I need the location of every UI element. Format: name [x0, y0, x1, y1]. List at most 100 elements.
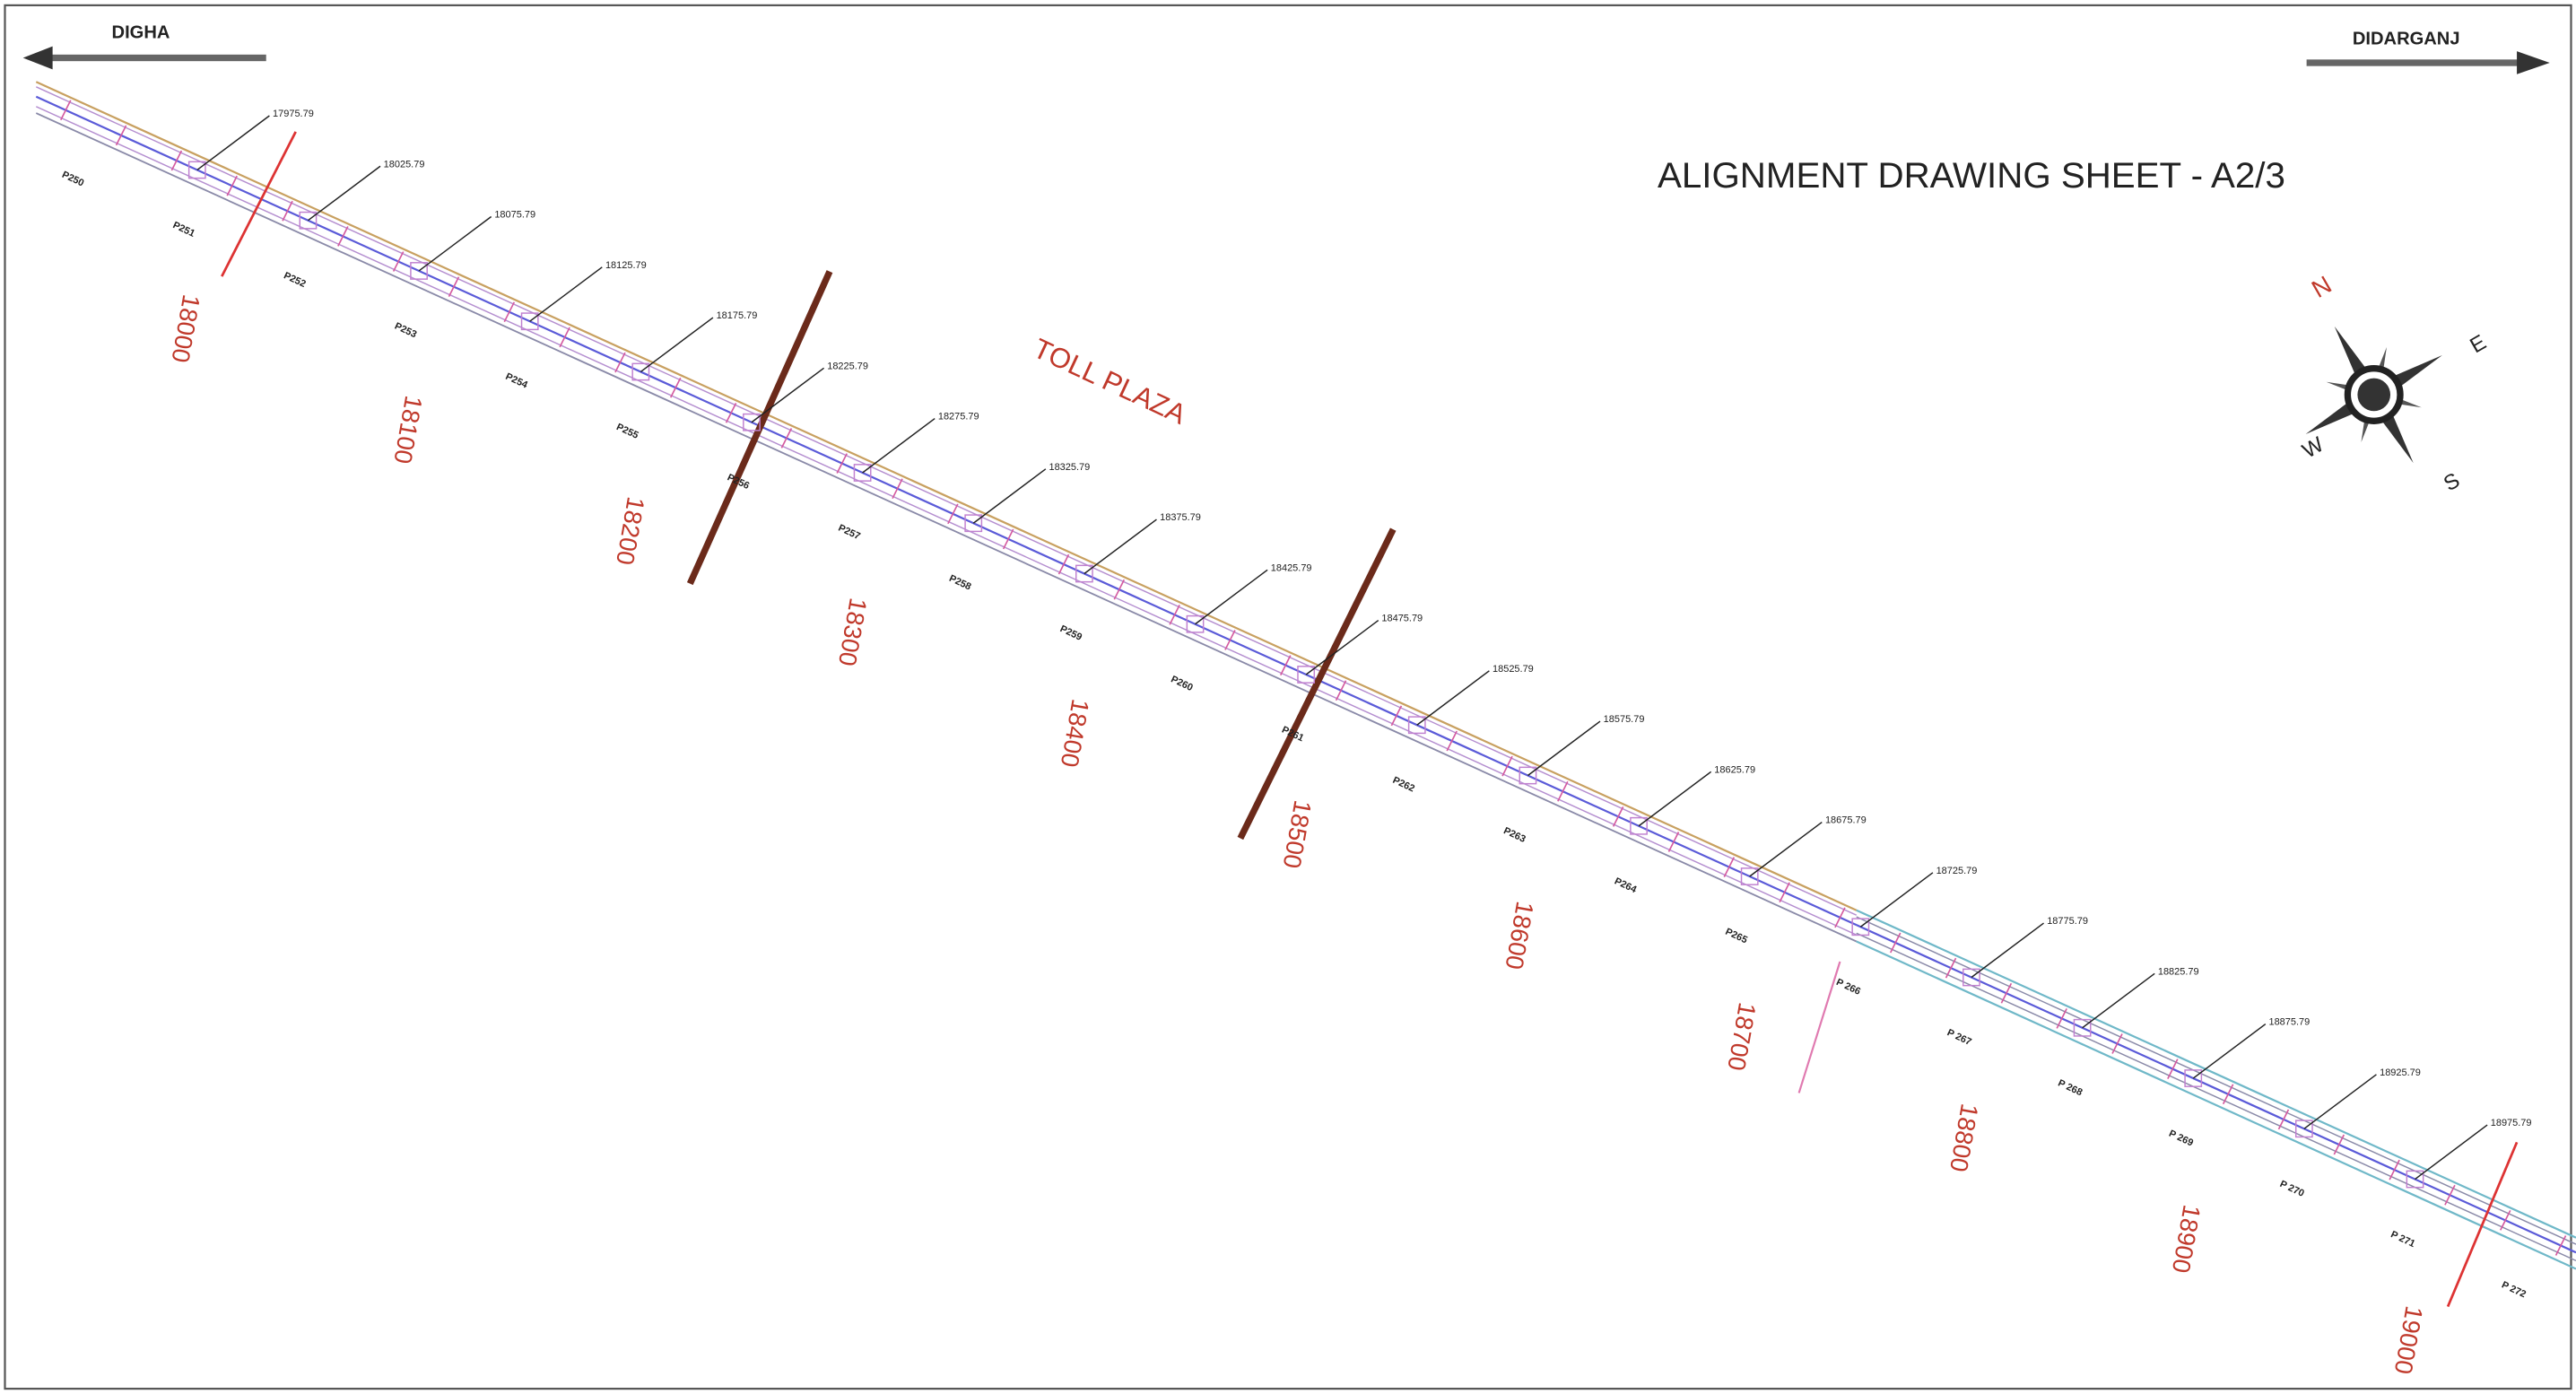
- chainage-label: 18575.79: [1604, 714, 1645, 725]
- pier-tick: [2278, 1110, 2288, 1129]
- pier-label: P250: [60, 170, 85, 189]
- chainage-label: 18375.79: [1160, 512, 1201, 523]
- road-edge: [1857, 925, 2576, 1252]
- chainage-leader: [1084, 519, 1157, 573]
- chainage-label: 18725.79: [1936, 866, 1978, 876]
- chainage-label: 18625.79: [1714, 764, 1755, 775]
- road-edge: [36, 97, 1856, 925]
- compass-east: E: [2466, 330, 2490, 358]
- chainage-leader: [1971, 923, 2044, 977]
- pier-tick: [1946, 958, 1956, 978]
- pier-tick: [1281, 656, 1291, 675]
- toll-plaza-end: [1240, 529, 1393, 838]
- pier-tick: [1780, 883, 1789, 902]
- pier-label: P257: [837, 523, 862, 543]
- road-edge: [36, 87, 1856, 915]
- pier-label: P 272: [2500, 1279, 2528, 1300]
- pier-label: P253: [393, 321, 418, 341]
- chainage-mark: 18800: [1945, 1102, 1984, 1174]
- chainage-label: 18075.79: [494, 210, 535, 221]
- pier-tick: [2001, 983, 2011, 1003]
- chainage-mark: 18000: [166, 292, 205, 365]
- left-arrow-shaft: [46, 55, 265, 61]
- chainage-leader: [863, 419, 936, 473]
- chainage-mark: 18400: [1056, 697, 1095, 770]
- compass-north: N: [2307, 270, 2337, 303]
- left-arrow-head: [23, 47, 53, 70]
- pier-tick: [1336, 681, 1346, 701]
- pier-tick: [1668, 832, 1678, 851]
- pier-label: P264: [1613, 876, 1639, 895]
- chainage-label: 18675.79: [1825, 815, 1867, 826]
- pier-tick: [671, 378, 681, 397]
- chainage-leader: [1750, 823, 1823, 876]
- section-line: [222, 132, 295, 276]
- pier-tick: [948, 504, 958, 524]
- road-edge: [1857, 933, 2576, 1260]
- road-edge: [36, 113, 1856, 941]
- pier-tick: [1558, 781, 1568, 801]
- chainage-leader: [2304, 1075, 2377, 1128]
- pier-label: P 267: [1945, 1027, 1973, 1048]
- right-arrow-head: [2517, 51, 2550, 74]
- pier-label: P254: [504, 371, 530, 391]
- chainage-label: 18425.79: [1271, 562, 1312, 573]
- chainage-mark: 18600: [1500, 900, 1539, 972]
- chainage-label: 18825.79: [2158, 966, 2199, 977]
- pier-tick: [1114, 579, 1124, 599]
- pier-tick: [1891, 933, 1901, 953]
- pier-tick: [1447, 731, 1457, 751]
- labels: 17975.7918025.7918075.7918125.7918175.79…: [60, 109, 2531, 1376]
- pier-tick: [2057, 1008, 2067, 1028]
- pier-tick: [892, 479, 902, 499]
- pier-tick: [338, 226, 348, 246]
- chainage-label: 18175.79: [717, 310, 758, 321]
- chainage-label: 17975.79: [273, 109, 314, 119]
- chainage-label: 18225.79: [827, 361, 868, 371]
- pier-tick: [171, 151, 181, 170]
- pier-label: P262: [1391, 775, 1416, 795]
- right-arrow-shaft: [2307, 59, 2520, 65]
- pier-tick: [283, 201, 292, 221]
- pier-tick: [560, 327, 570, 347]
- pier-label: P255: [614, 422, 640, 441]
- chainage-mark: 18700: [1722, 1000, 1762, 1073]
- direction-arrows: DIGHA DIDARGANJ: [23, 22, 2550, 74]
- pier-tick: [394, 252, 404, 272]
- pier-tick: [2334, 1135, 2344, 1154]
- chainage-label: 18525.79: [1493, 664, 1534, 675]
- pier-label: P258: [947, 573, 972, 593]
- toll-plaza-label: TOLL PLAZA: [1029, 332, 1191, 430]
- pier-tick: [1502, 756, 1512, 776]
- chainage-leader: [419, 217, 492, 271]
- chainage-label: 18325.79: [1049, 462, 1090, 473]
- pier-tick: [2389, 1160, 2399, 1180]
- chainage-mark: 18200: [611, 495, 650, 568]
- pier-label: P 266: [1834, 977, 1862, 998]
- pier-label: P252: [282, 270, 307, 290]
- pier-tick: [2556, 1236, 2566, 1256]
- pier-tick: [727, 403, 736, 423]
- pier-tick: [1170, 605, 1179, 624]
- chainage-label: 18275.79: [938, 412, 979, 423]
- pier-tick: [227, 176, 237, 196]
- chainage-leader: [1196, 570, 1268, 623]
- pier-tick: [2501, 1210, 2511, 1230]
- pier-tick: [1225, 630, 1235, 649]
- pier-label: P265: [1724, 927, 1749, 946]
- chainage-label: 18775.79: [2047, 916, 2088, 927]
- pier-tick: [1391, 706, 1401, 726]
- pier-tick: [1614, 806, 1623, 826]
- chainage-mark: 18100: [388, 394, 428, 466]
- pier-tick: [2112, 1033, 2122, 1053]
- pier-tick: [1004, 529, 1014, 549]
- chainage-leader: [1527, 721, 1600, 775]
- pier-label: P 269: [2167, 1128, 2195, 1149]
- chainage-label: 18475.79: [1381, 614, 1423, 624]
- pier-tick: [1724, 858, 1734, 877]
- chainage-leader: [2415, 1125, 2488, 1179]
- chainage-leader: [973, 469, 1046, 523]
- pier-tick: [448, 277, 458, 297]
- chainage-leader: [308, 166, 380, 220]
- pier-tick: [781, 428, 791, 448]
